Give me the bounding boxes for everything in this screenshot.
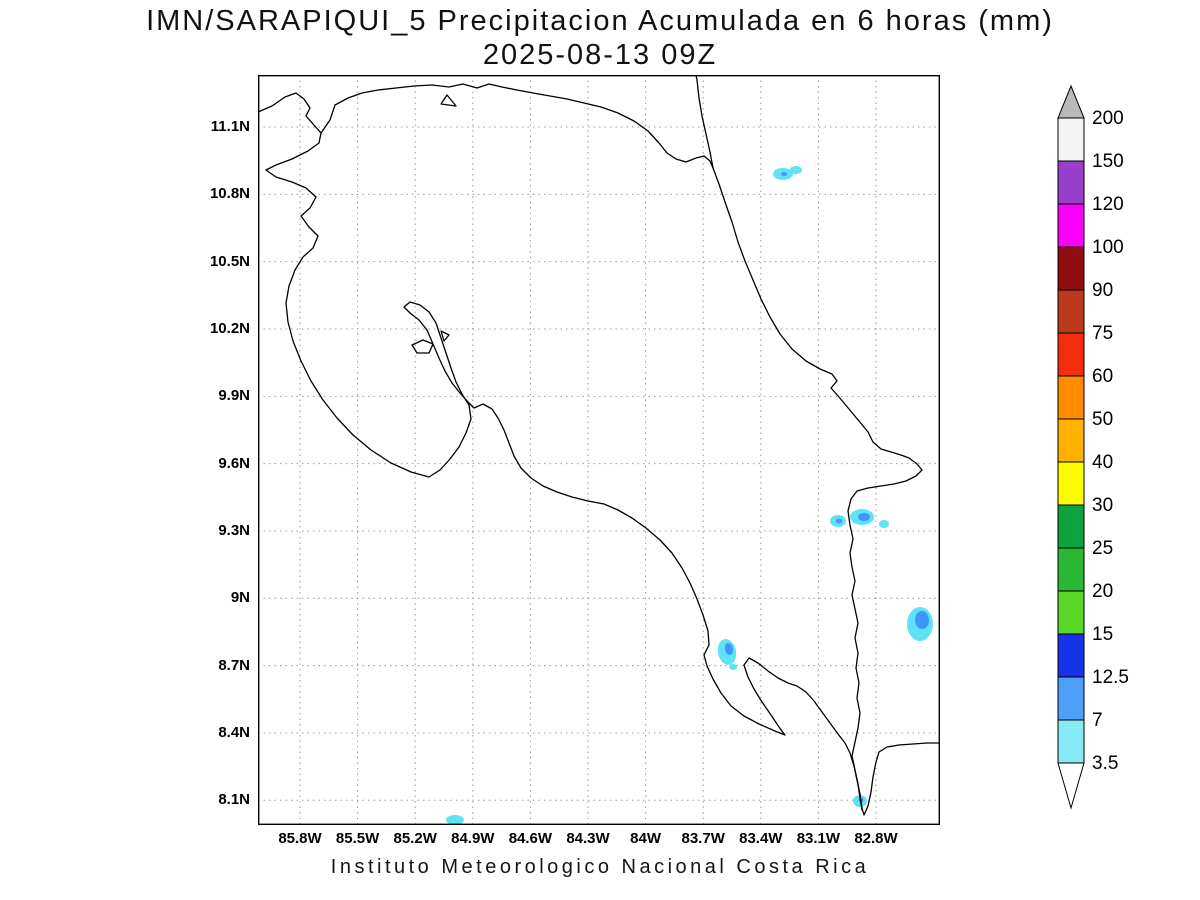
coastline-nicaragua-border <box>320 83 714 169</box>
colorbar-segment <box>1057 547 1085 592</box>
colorbar-tick-label: 120 <box>1092 194 1124 215</box>
map-plot <box>258 75 940 825</box>
x-axis-tick-label: 83.4W <box>739 830 783 847</box>
colorbar-arrow-bottom <box>1057 762 1085 810</box>
precip-cell <box>790 166 802 174</box>
precip-cell <box>879 520 889 528</box>
coastline-isla-chira <box>411 339 434 354</box>
coastline-nicaragua-caribbean-coast <box>695 75 714 169</box>
coastline-pacific-coast <box>258 92 940 816</box>
precip-cell <box>858 513 870 521</box>
colorbar-tick-label: 7 <box>1092 710 1103 731</box>
precip-cell <box>836 518 842 524</box>
colorbar-tick-label: 12.5 <box>1092 667 1129 688</box>
colorbar-segment <box>1057 375 1085 420</box>
colorbar-tick-label: 40 <box>1092 452 1114 473</box>
colorbar-segment <box>1057 418 1085 463</box>
colorbar-segment <box>1057 633 1085 678</box>
plot-frame <box>258 75 940 825</box>
colorbar-segment <box>1057 160 1085 205</box>
colorbar-tick-label: 200 <box>1092 108 1124 129</box>
colorbar-tick-label: 3.5 <box>1092 753 1119 774</box>
y-axis-tick-label: 10.2N <box>209 319 250 337</box>
colorbar-segment <box>1057 117 1085 162</box>
source-caption: Instituto Meteorologico Nacional Costa R… <box>330 856 870 878</box>
colorbar-tick-label: 50 <box>1092 409 1114 430</box>
colorbar-tick-label: 30 <box>1092 495 1114 516</box>
colorbar-tick-label: 75 <box>1092 323 1114 344</box>
y-axis-tick-label: 9.6N <box>218 454 250 472</box>
x-axis-tick-label: 85.5W <box>335 830 380 847</box>
x-axis-tick-label: 82.8W <box>854 830 898 847</box>
y-axis-tick-label: 8.1N <box>218 791 250 809</box>
colorbar-tick-label: 150 <box>1092 151 1124 172</box>
colorbar-segment <box>1057 504 1085 549</box>
x-axis-tick-label: 84.3W <box>566 830 610 847</box>
y-axis-tick-label: 9.3N <box>218 521 250 539</box>
x-axis-tick-label: 84W <box>630 830 662 847</box>
y-axis-tick-label: 10.5N <box>209 252 250 270</box>
precip-cell <box>729 664 737 670</box>
coastline-islet <box>440 330 450 342</box>
coastline-caribbean-coast-panama-border <box>712 167 923 811</box>
x-axis-tick-label: 83.1W <box>796 830 841 847</box>
coastline-islet-north <box>440 94 457 107</box>
y-axis-tick-label: 9.9N <box>218 387 250 405</box>
colorbar <box>1057 84 1085 810</box>
x-axis-tick-label: 84.6W <box>508 830 553 847</box>
y-axis-tick-label: 8.4N <box>218 723 250 741</box>
colorbar-tick-label: 90 <box>1092 280 1114 301</box>
x-axis-tick-label: 85.8W <box>278 830 322 847</box>
colorbar-segment <box>1057 676 1085 721</box>
precip-cell <box>446 815 464 825</box>
chart-title: IMN/SARAPIQUI_5 Precipitacion Acumulada … <box>146 5 1054 37</box>
precip-cell <box>781 172 787 176</box>
colorbar-segment <box>1057 203 1085 248</box>
colorbar-tick-label: 60 <box>1092 366 1114 387</box>
precip-cell <box>915 611 929 629</box>
y-axis-tick-label: 11.1N <box>210 118 250 135</box>
y-axis-tick-label: 10.8N <box>209 185 250 203</box>
colorbar-segment <box>1057 461 1085 506</box>
colorbar-segment <box>1057 719 1085 764</box>
colorbar-segment <box>1057 289 1085 334</box>
colorbar-tick-label: 15 <box>1092 624 1114 645</box>
colorbar-segment <box>1057 246 1085 291</box>
y-axis-tick-label: 9N <box>230 589 250 607</box>
colorbar-tick-label: 25 <box>1092 538 1114 559</box>
colorbar-segment <box>1057 332 1085 377</box>
colorbar-tick-label: 100 <box>1092 237 1124 258</box>
colorbar-arrow-top <box>1057 84 1085 119</box>
precip-cell <box>724 643 734 655</box>
colorbar-tick-label: 20 <box>1092 581 1114 602</box>
x-axis-tick-label: 85.2W <box>393 830 437 847</box>
x-axis-tick-label: 83.7W <box>681 830 725 847</box>
chart-subtitle: 2025-08-13 09Z <box>482 39 718 71</box>
y-axis-tick-label: 8.7N <box>218 656 250 674</box>
x-axis-tick-label: 84.9W <box>451 830 495 847</box>
colorbar-segment <box>1057 590 1085 635</box>
